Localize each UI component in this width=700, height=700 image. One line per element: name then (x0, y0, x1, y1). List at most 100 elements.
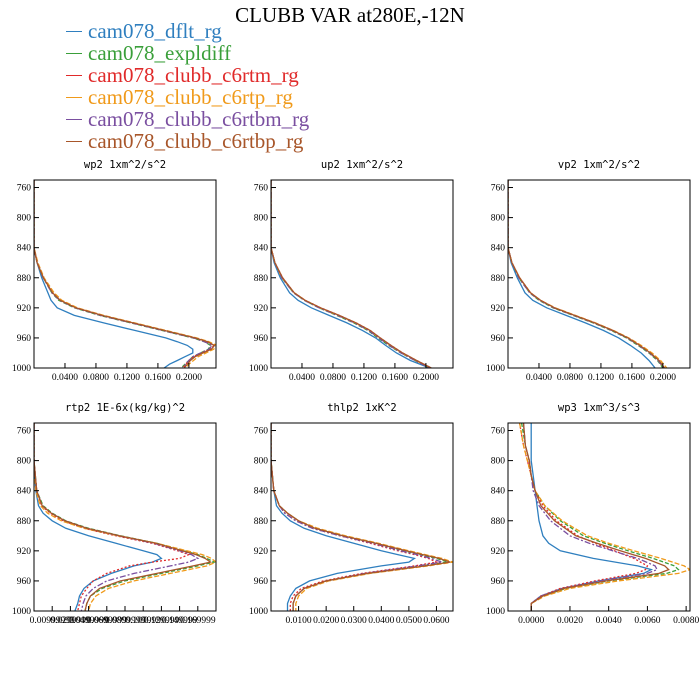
series-line (34, 423, 163, 611)
y-tick-label: 880 (491, 274, 506, 284)
legend-swatch (66, 96, 82, 98)
y-tick-label: 1000 (486, 364, 505, 374)
legend-item: cam078_clubb_c6rtm_rg (66, 64, 309, 86)
x-tick-label: 0.1200 (114, 373, 140, 383)
y-tick-label: 920 (491, 547, 506, 557)
x-tick-label: 0.0400 (526, 373, 552, 383)
y-tick-label: 840 (17, 487, 32, 497)
x-tick-label: 0.0500 (396, 616, 422, 626)
x-tick-label: 0.109999 (125, 616, 161, 626)
series-line (34, 180, 216, 368)
series-line (34, 180, 194, 368)
series-line (271, 180, 431, 368)
y-tick-label: 800 (17, 457, 32, 467)
series-line (34, 423, 213, 611)
figure-title: CLUBB VAR at280E,-12N (235, 3, 465, 27)
series-line (518, 423, 690, 611)
x-tick-label: 0.00999999 (30, 616, 75, 626)
legend-item: cam078_clubb_c6rtbm_rg (66, 108, 309, 130)
y-tick-label: 760 (254, 427, 269, 437)
series-group (34, 423, 216, 611)
legend-label: cam078_clubb_c6rtbp_rg (88, 129, 304, 153)
y-tick-label: 840 (17, 244, 32, 254)
x-tick-label: 0.0040 (596, 616, 622, 626)
y-tick-label: 1000 (12, 607, 31, 617)
x-tick-label: 0.1600 (382, 373, 408, 383)
legend-swatch (66, 118, 82, 120)
y-tick-label: 880 (17, 517, 32, 527)
y-tick-label: 840 (254, 244, 269, 254)
x-tick-label: 0.0080 (673, 616, 699, 626)
series-group (518, 423, 690, 611)
panel: rtp2 1E-6x(kg/kg)^2 760 800 840 880 920 960 100… (12, 402, 217, 626)
y-tick-label: 880 (17, 274, 32, 284)
series-group (271, 423, 453, 611)
y-tick-label: 880 (491, 517, 506, 527)
legend-item: cam078_dflt_rg (66, 20, 309, 42)
series-line (34, 180, 215, 368)
x-tick-label: 0.149999 (162, 616, 198, 626)
y-tick-label: 960 (491, 334, 506, 344)
series-line (271, 180, 431, 368)
x-tick-label: 0.1600 (145, 373, 171, 383)
y-tick-label: 960 (491, 577, 506, 587)
x-tick-label: 0.0899999 (105, 616, 146, 626)
legend-swatch (66, 74, 82, 76)
series-group (508, 180, 668, 368)
legend-label: cam078_expldiff (88, 41, 232, 65)
x-tick-label: 0.0400 (289, 373, 315, 383)
legend-item: cam078_expldiff (66, 42, 309, 64)
y-tick-label: 960 (254, 577, 269, 587)
x-tick-label: 0.0000 (518, 616, 544, 626)
x-tick-label: 0.1600 (619, 373, 645, 383)
series-line (508, 180, 665, 368)
y-tick-label: 840 (254, 487, 269, 497)
series-line (271, 423, 453, 611)
y-tick-label: 1000 (249, 364, 268, 374)
y-tick-label: 760 (491, 427, 506, 437)
panel-title: vp2 1xm^2/s^2 (558, 159, 640, 171)
legend-item: cam078_clubb_c6rtbp_rg (66, 130, 309, 152)
x-tick-label: 0.2000 (650, 373, 676, 383)
series-line (34, 423, 216, 611)
x-tick-label: 0.0800 (557, 373, 583, 383)
x-tick-label: 0.2000 (413, 373, 439, 383)
x-tick-label: 0.0100 (286, 616, 312, 626)
y-tick-label: 920 (254, 547, 269, 557)
series-line (34, 423, 216, 611)
panel-title: up2 1xm^2/s^2 (321, 159, 403, 171)
y-tick-label: 920 (17, 547, 32, 557)
y-tick-label: 1000 (12, 364, 31, 374)
y-tick-label: 840 (491, 487, 506, 497)
panel: wp3 1xm^3/s^3 760 800 840 880 920 960 1000 0.000… (486, 402, 699, 626)
y-tick-label: 840 (491, 244, 506, 254)
legend-swatch (66, 52, 82, 54)
legend-label: cam078_clubb_c6rtm_rg (88, 63, 299, 87)
y-tick-label: 880 (254, 274, 269, 284)
series-line (34, 180, 214, 368)
y-tick-label: 800 (491, 457, 506, 467)
panel-title: wp3 1xm^3/s^3 (558, 402, 640, 414)
legend: cam078_dflt_rg cam078_expldiff cam078_club… (66, 20, 309, 152)
y-tick-label: 1000 (486, 607, 505, 617)
plot-frame (33, 422, 217, 612)
series-line (271, 180, 431, 368)
x-tick-label: 0.0400 (368, 616, 394, 626)
x-tick-label: 0.2000 (176, 373, 202, 383)
x-tick-label: 0.0020 (557, 616, 583, 626)
x-tick-label: 0.0499999 (68, 616, 109, 626)
y-tick-label: 960 (17, 334, 32, 344)
series-line (508, 180, 665, 368)
series-line (508, 180, 665, 368)
y-tick-label: 800 (254, 214, 269, 224)
plot-frame (270, 179, 454, 369)
series-line (271, 423, 451, 611)
panel: up2 1xm^2/s^2 760 800 840 880 920 960 1000 0.040… (249, 159, 454, 383)
x-tick-label: 0.0800 (320, 373, 346, 383)
series-line (271, 423, 443, 611)
x-tick-label: 0.0699999 (87, 616, 128, 626)
panel: vp2 1xm^2/s^2 760 800 840 880 920 960 1000 0.040… (486, 159, 691, 383)
x-tick-label: 0.0200 (313, 616, 339, 626)
